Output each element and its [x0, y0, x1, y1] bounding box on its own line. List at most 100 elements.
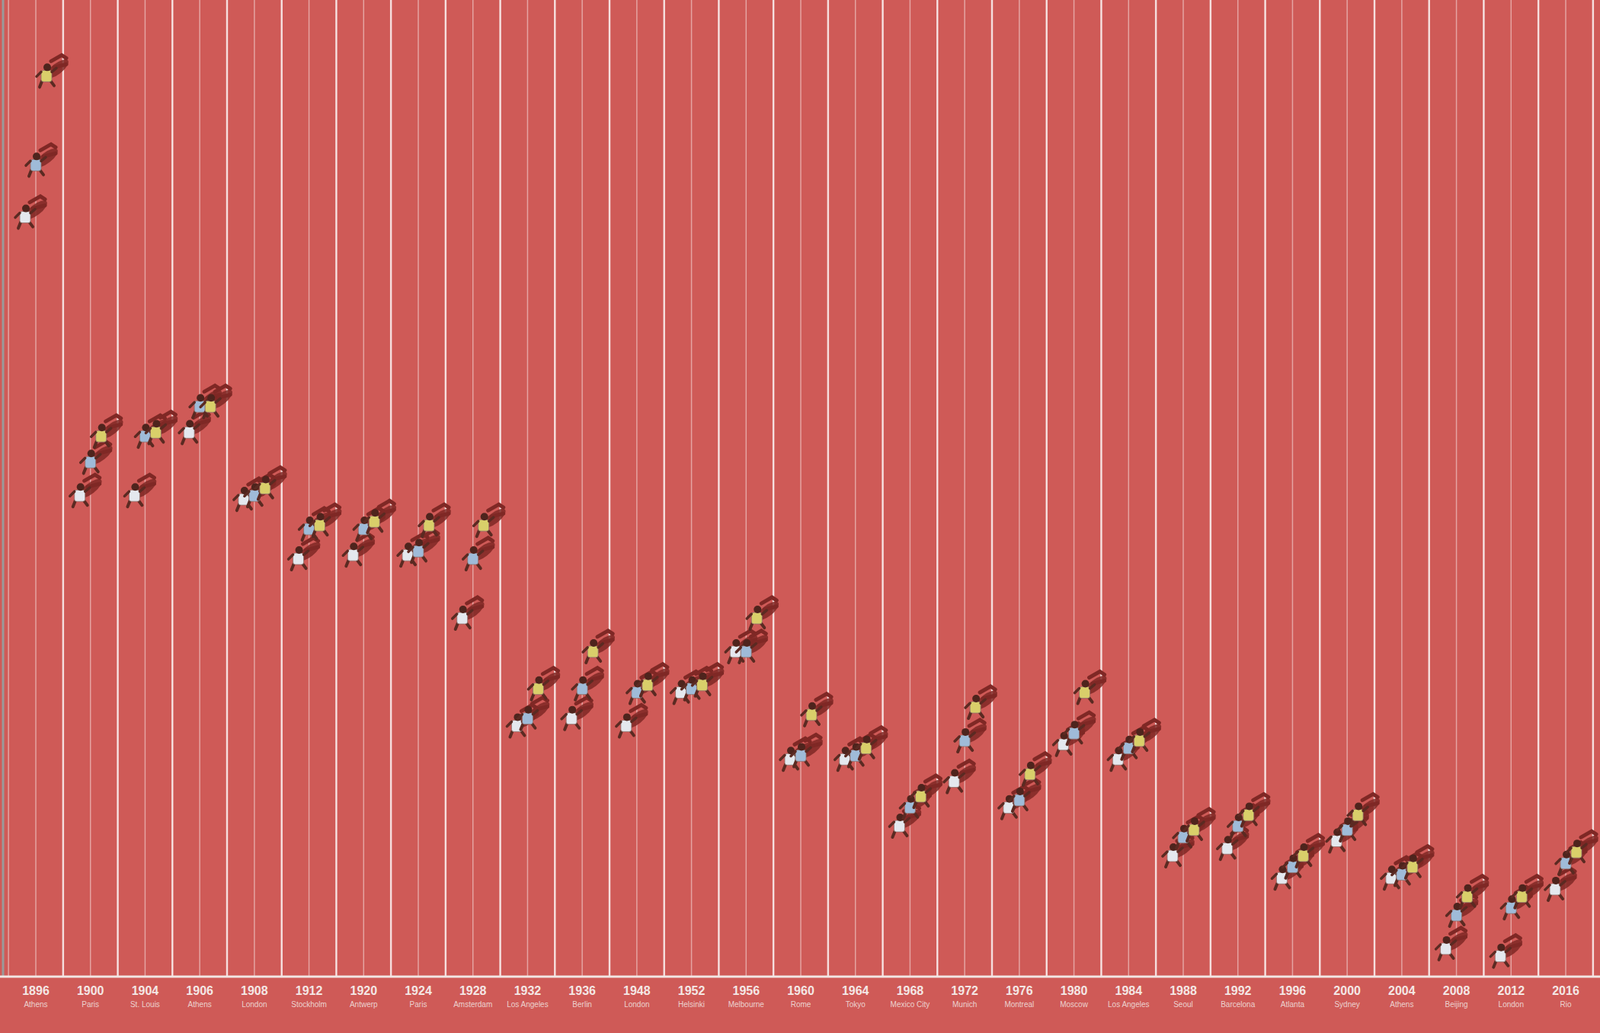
- lane-line: [718, 0, 720, 977]
- lane-line: [1045, 0, 1048, 977]
- city-label: Moscow: [1059, 1000, 1088, 1009]
- runner: [561, 697, 596, 730]
- city-label: Stockholm: [291, 1000, 327, 1009]
- lane-line: [308, 0, 311, 977]
- lane-line: [363, 0, 365, 977]
- runner: [1238, 793, 1274, 826]
- lane-line: [1537, 0, 1540, 977]
- city-label: Seoul: [1173, 1000, 1194, 1009]
- lane-line: [745, 0, 748, 977]
- lane-line: [772, 0, 775, 977]
- lane-line: [963, 0, 966, 977]
- lane-line: [1100, 0, 1103, 977]
- year-label: 1920: [349, 984, 378, 998]
- runner: [1566, 831, 1600, 864]
- city-label: Antwerp: [349, 1000, 378, 1009]
- runner: [692, 664, 727, 697]
- runner: [954, 720, 989, 752]
- runner: [845, 734, 880, 767]
- lane-line: [280, 0, 283, 977]
- lane-line: [390, 0, 393, 977]
- lane-line: [472, 0, 474, 977]
- runner: [1129, 720, 1164, 752]
- y-axis-line: [2, 0, 5, 977]
- lane-line: [800, 0, 802, 977]
- lane-line: [1456, 0, 1458, 977]
- lane-line: [937, 0, 939, 977]
- lane-line: [1264, 0, 1267, 977]
- chart: 1896Athens1900Paris1904St. Louis1906Athe…: [0, 0, 1600, 1033]
- runner: [637, 664, 672, 697]
- city-label: Melbourne: [728, 1000, 765, 1009]
- lane-line: [1046, 0, 1048, 977]
- year-label: 1932: [514, 984, 542, 998]
- year-label: 1976: [1005, 984, 1034, 998]
- lane-line: [335, 0, 338, 977]
- lane-line: [827, 0, 829, 977]
- lane-line: [35, 0, 37, 977]
- lane-line: [882, 0, 884, 977]
- city-label: Paris: [81, 1000, 100, 1009]
- year-label: 2016: [1552, 984, 1580, 998]
- runner: [790, 734, 826, 767]
- runner: [1436, 928, 1471, 960]
- city-label: Munich: [952, 1000, 977, 1009]
- lane-line: [581, 0, 583, 977]
- runner: [1184, 809, 1219, 842]
- lane-line: [909, 0, 912, 977]
- lane-line: [1373, 0, 1376, 977]
- city-label: Atlanta: [1280, 1000, 1306, 1009]
- lane-line: [116, 0, 119, 977]
- runner: [627, 672, 662, 704]
- lane-line: [1537, 0, 1540, 977]
- year-label: 1952: [678, 984, 706, 998]
- runner: [965, 686, 1000, 719]
- runner: [452, 597, 487, 630]
- lane-line: [554, 0, 557, 977]
- runner: [616, 704, 651, 737]
- lane-line: [1292, 0, 1294, 977]
- runner: [124, 474, 159, 507]
- city-label: Berlin: [572, 1000, 592, 1009]
- x-axis-line: [0, 976, 1600, 979]
- lane-line: [636, 0, 638, 977]
- lane-line: [1483, 0, 1485, 977]
- lane-line: [390, 0, 392, 977]
- lane-line: [226, 0, 228, 977]
- lane-line: [991, 0, 994, 977]
- city-label: Athens: [188, 1000, 212, 1009]
- year-label: 1988: [1169, 984, 1197, 998]
- lane-line: [1209, 0, 1213, 977]
- year-label: 1912: [295, 984, 324, 998]
- runner: [145, 411, 180, 444]
- year-label: 1972: [950, 984, 979, 998]
- lane-line: [1018, 0, 1021, 977]
- lane-line: [7, 0, 10, 977]
- city-label: Tokyo: [845, 1000, 867, 1009]
- lane-line: [854, 0, 857, 977]
- runner: [944, 761, 979, 794]
- runner: [288, 537, 324, 570]
- city-label: Beijing: [1445, 1000, 1469, 1009]
- lane-line: [336, 0, 338, 977]
- lane-line: [1155, 0, 1158, 977]
- lane-line: [1564, 0, 1567, 977]
- city-label: Amsterdam: [453, 1000, 493, 1009]
- lane-line: [691, 0, 693, 977]
- city-label: London: [241, 1000, 267, 1009]
- year-label: 1948: [623, 984, 651, 998]
- lane-line: [772, 0, 775, 977]
- lane-line: [527, 0, 529, 977]
- lane-line: [1073, 0, 1076, 977]
- year-label: 2004: [1388, 984, 1416, 998]
- runner: [15, 196, 50, 229]
- city-label: Athens: [1389, 1000, 1414, 1009]
- lane-line: [62, 0, 65, 977]
- runner: [856, 727, 891, 760]
- runner: [473, 504, 509, 537]
- year-label: 1984: [1114, 984, 1143, 998]
- runner: [1402, 846, 1437, 879]
- lane-line: [936, 0, 939, 977]
- runner: [801, 694, 836, 727]
- lane-line: [608, 0, 612, 977]
